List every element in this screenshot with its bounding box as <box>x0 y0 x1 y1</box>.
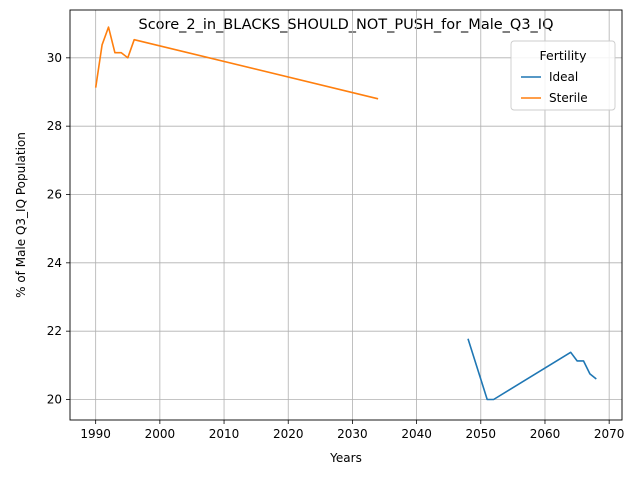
grid <box>70 10 622 420</box>
x-tick-label: 2030 <box>337 427 368 441</box>
y-tick-label: 24 <box>47 256 62 270</box>
y-tick-label: 26 <box>47 188 62 202</box>
y-axis-label: % of Male Q3_IQ Population <box>14 132 28 298</box>
y-tick-label: 30 <box>47 51 62 65</box>
x-tick-label: 2070 <box>594 427 625 441</box>
series-line-ideal <box>467 338 597 401</box>
x-axis: 1990 2000 2010 2020 2030 2040 2050 2060 2070 <box>80 420 624 441</box>
x-axis-label: Years <box>329 451 362 465</box>
legend-box <box>510 40 616 111</box>
x-tick-label: 2040 <box>401 427 432 441</box>
x-tick-label: 2010 <box>209 427 240 441</box>
series-layer <box>94 26 597 401</box>
y-tick-label: 20 <box>47 393 62 407</box>
legend-label-ideal: Ideal <box>549 70 578 84</box>
y-axis: 20 22 24 26 28 30 <box>47 51 70 407</box>
y-tick-label: 28 <box>47 119 62 133</box>
x-tick-label: 2050 <box>466 427 497 441</box>
legend-label-sterile: Sterile <box>549 91 588 105</box>
plot-frame <box>69 9 623 421</box>
legend-title: Fertility <box>540 48 588 63</box>
legend: Fertility Ideal Sterile <box>510 40 616 111</box>
x-tick-label: 2000 <box>145 427 176 441</box>
x-tick-label: 2020 <box>273 427 304 441</box>
chart-title: Score_2_in_BLACKS_SHOULD_NOT_PUSH_for_Ma… <box>139 17 554 33</box>
series-line-sterile <box>94 26 379 100</box>
x-tick-label: 1990 <box>80 427 111 441</box>
y-tick-label: 22 <box>47 324 62 338</box>
x-tick-label: 2060 <box>530 427 561 441</box>
